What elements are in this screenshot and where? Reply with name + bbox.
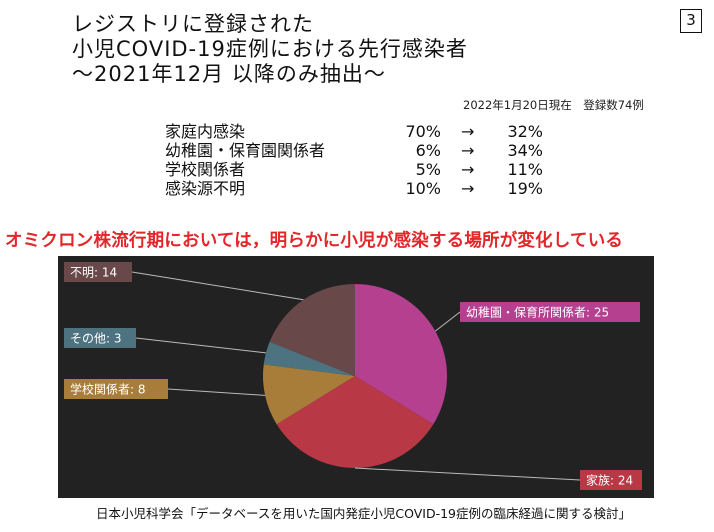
slice-label: 不明: 14 bbox=[70, 266, 117, 280]
source-name: 感染源不明 bbox=[165, 179, 246, 198]
key-finding: オミクロン株流行期においては，明らかに小児が感染する場所が変化している bbox=[5, 231, 624, 251]
leader-line bbox=[435, 311, 461, 332]
slice-label: 幼稚園・保育所関係者: 25 bbox=[466, 305, 609, 320]
leader-line bbox=[135, 337, 267, 354]
source-name: 学校関係者 bbox=[165, 160, 246, 179]
pie-slice bbox=[276, 376, 434, 469]
arrow-icon: → bbox=[461, 141, 475, 160]
slice-label-box bbox=[64, 328, 136, 348]
slide-title: レジストリに登録された 小児COVID-19症例における先行感染者 〜2021年… bbox=[72, 12, 468, 87]
after-percent: 34% bbox=[507, 141, 543, 160]
source-citation: 日本小児科学会「データベースを用いた国内発症小児COVID-19症例の臨床経過に… bbox=[96, 506, 632, 521]
arrow-icon: → bbox=[461, 122, 475, 141]
source-name: 幼稚園・保育園関係者 bbox=[165, 141, 326, 160]
after-percent: 32% bbox=[507, 122, 543, 141]
slice-label-box bbox=[64, 379, 168, 399]
slice-label: 家族: 24 bbox=[586, 473, 633, 488]
slice-label-box bbox=[580, 470, 642, 490]
before-percent: 5% bbox=[415, 160, 441, 179]
pie-chart: 幼稚園・保育所関係者: 25 家族: 24 学校関係者: 8 その他: 3 不明: 14 bbox=[64, 262, 642, 490]
before-percent: 70% bbox=[405, 122, 441, 141]
after-percent: 19% bbox=[507, 179, 543, 198]
leader-line bbox=[354, 467, 581, 481]
pie-slice bbox=[263, 364, 355, 425]
page-number: 3 bbox=[680, 9, 702, 33]
comparison-row: 学校関係者 5% → 11% bbox=[165, 160, 585, 179]
slice-label: 学校関係者: 8 bbox=[70, 382, 146, 397]
leader-line bbox=[167, 388, 266, 396]
infection-source-comparison: 家庭内感染 70% → 32% 幼稚園・保育園関係者 6% → 34% 学校関係… bbox=[165, 122, 585, 198]
source-name: 家庭内感染 bbox=[165, 122, 246, 141]
pie-slice bbox=[269, 284, 355, 376]
pie-chart-panel: 幼稚園・保育所関係者: 25 家族: 24 学校関係者: 8 その他: 3 不明: 14 bbox=[58, 256, 654, 498]
slice-label-box bbox=[460, 302, 640, 322]
arrow-icon: → bbox=[461, 179, 475, 198]
title-line-1: レジストリに登録された bbox=[72, 12, 314, 36]
slice-label: その他: 3 bbox=[70, 332, 122, 346]
arrow-icon: → bbox=[461, 160, 475, 179]
title-line-3: 〜2021年12月 以降のみ抽出〜 bbox=[72, 62, 386, 86]
comparison-row: 感染源不明 10% → 19% bbox=[165, 179, 585, 198]
before-percent: 6% bbox=[415, 141, 441, 160]
comparison-row: 幼稚園・保育園関係者 6% → 34% bbox=[165, 141, 585, 160]
title-line-2: 小児COVID-19症例における先行感染者 bbox=[72, 37, 468, 61]
leader-line bbox=[131, 271, 304, 301]
pie-slice bbox=[263, 341, 355, 376]
after-percent: 11% bbox=[507, 160, 543, 179]
before-percent: 10% bbox=[405, 179, 441, 198]
slice-label-box bbox=[64, 262, 132, 282]
registry-date-count: 2022年1月20日現在 登録数74例 bbox=[463, 98, 644, 112]
comparison-row: 家庭内感染 70% → 32% bbox=[165, 122, 585, 141]
pie-slice bbox=[355, 284, 447, 425]
